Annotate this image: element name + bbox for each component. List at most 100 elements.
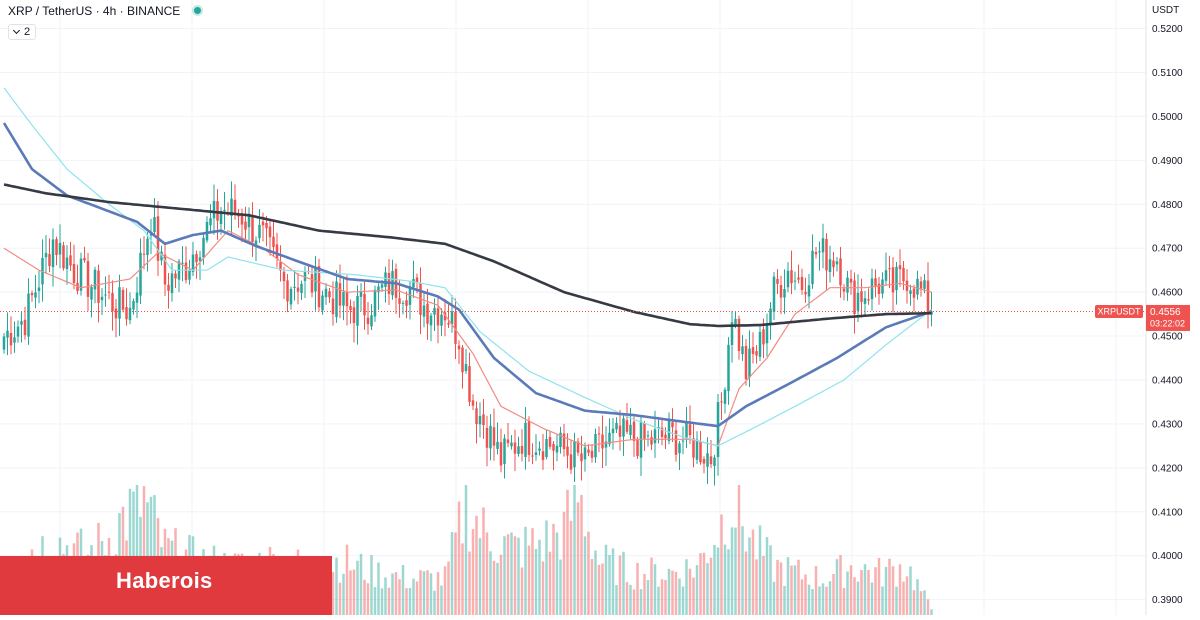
candle[interactable] [97,264,100,323]
candle[interactable] [877,276,881,305]
candle[interactable] [65,245,69,285]
candle[interactable] [692,423,695,468]
candle[interactable] [573,432,576,483]
candle[interactable] [492,408,496,461]
candle[interactable] [744,338,748,386]
candle[interactable] [818,241,821,271]
candle[interactable] [293,270,296,301]
candle[interactable] [6,312,9,356]
candle[interactable] [296,272,300,305]
candle[interactable] [821,223,825,269]
candle[interactable] [527,416,531,462]
candle[interactable] [247,207,251,244]
candle[interactable] [863,290,867,317]
candle[interactable] [503,434,506,479]
candle[interactable] [727,337,730,405]
candle[interactable] [72,244,76,290]
candle[interactable] [485,415,489,467]
candle[interactable] [142,236,146,270]
candle[interactable] [702,456,706,474]
candle[interactable] [132,298,135,315]
candle[interactable] [902,260,905,291]
candle[interactable] [688,405,692,444]
candle[interactable] [601,415,604,469]
candle[interactable] [244,206,247,243]
candle[interactable] [223,192,226,230]
candle[interactable] [793,271,797,291]
candle[interactable] [461,344,464,389]
candle[interactable] [37,270,41,304]
candle[interactable] [128,292,132,325]
candle[interactable] [356,285,359,345]
candle[interactable] [723,387,727,414]
candle[interactable] [842,284,846,301]
candle[interactable] [804,277,807,303]
candle[interactable] [846,270,849,301]
candle[interactable] [569,440,573,474]
candle[interactable] [482,398,485,439]
candle[interactable] [328,287,331,303]
candle[interactable] [930,291,933,327]
candle[interactable] [457,340,461,365]
candle[interactable] [366,302,370,335]
candle[interactable] [646,430,650,447]
candle[interactable] [650,430,653,451]
candle[interactable] [69,242,72,272]
candle[interactable] [188,259,191,285]
candle[interactable] [737,315,741,360]
candle[interactable] [440,308,443,336]
candle[interactable] [695,431,699,465]
candle[interactable] [562,423,566,457]
candle[interactable] [884,252,888,285]
candle[interactable] [499,428,503,473]
candle[interactable] [559,426,562,454]
price-axis-currency-label[interactable]: USDT [1152,5,1179,16]
candle[interactable] [251,202,254,257]
candle[interactable] [636,436,639,459]
candle[interactable] [401,300,405,315]
candle[interactable] [195,250,198,279]
candle[interactable] [471,394,475,411]
candle[interactable] [580,435,583,481]
candle[interactable] [48,238,51,273]
candle[interactable] [587,444,590,456]
candle[interactable] [751,332,755,364]
candle[interactable] [58,224,62,269]
candle[interactable] [639,415,643,476]
candle[interactable] [786,262,790,293]
candle[interactable] [548,431,552,450]
candle[interactable] [13,321,16,353]
candle[interactable] [611,417,615,450]
candle[interactable] [324,283,328,305]
candle[interactable] [510,435,513,450]
candle[interactable] [909,284,912,306]
candle[interactable] [867,288,870,305]
candle[interactable] [678,440,681,471]
candle[interactable] [443,298,447,337]
candle[interactable] [870,268,874,311]
candle[interactable] [125,288,128,326]
candle[interactable] [338,264,342,319]
candle[interactable] [373,285,377,322]
candle[interactable] [814,247,818,259]
candle[interactable] [597,426,601,453]
candle[interactable] [429,313,433,342]
candle[interactable] [524,407,527,470]
candle[interactable] [916,270,919,300]
candle[interactable] [86,252,90,312]
candle[interactable] [139,238,142,304]
candle[interactable] [555,434,559,462]
candle[interactable] [377,283,380,311]
candle[interactable] [625,402,629,434]
candle[interactable] [506,423,510,448]
candle[interactable] [198,250,202,280]
candle[interactable] [807,273,811,309]
candle[interactable] [643,420,646,451]
candle[interactable] [615,417,618,433]
candle[interactable] [394,263,398,314]
candle[interactable] [874,269,877,298]
candle[interactable] [62,241,65,271]
candle[interactable] [800,268,804,295]
candle[interactable] [163,242,167,297]
